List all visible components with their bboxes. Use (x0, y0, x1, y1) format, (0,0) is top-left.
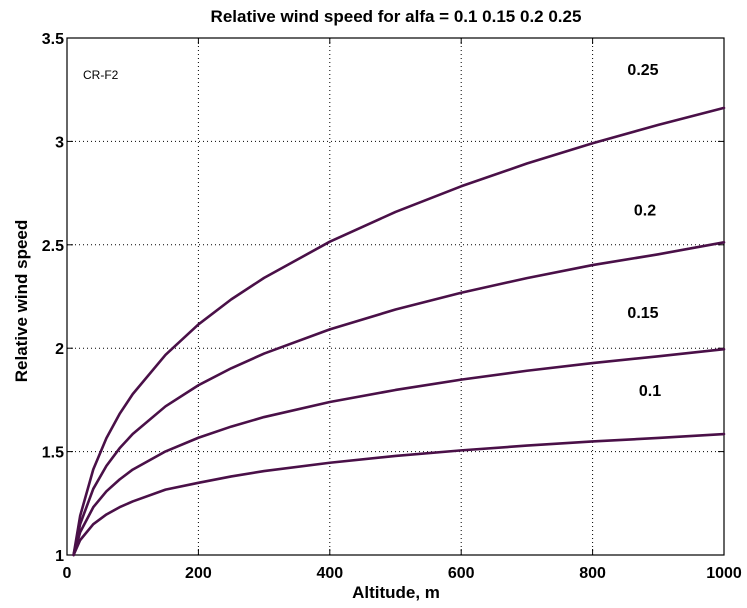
grid (67, 38, 724, 555)
y-axis-label: Relative wind speed (12, 220, 31, 383)
x-tick-label: 800 (579, 565, 606, 582)
series-label: 0.1 (639, 383, 661, 400)
series-lines (72, 106, 726, 557)
x-axis-label: Altitude, m (352, 583, 440, 602)
series-line (72, 241, 726, 557)
series-label: 0.25 (627, 62, 658, 79)
y-tick-label: 2 (55, 341, 64, 358)
y-tick-label: 3 (55, 134, 64, 151)
plot-frame (66, 37, 725, 556)
x-tick-label: 600 (448, 565, 475, 582)
series-label: 0.15 (627, 305, 658, 322)
y-tick-label: 1 (55, 548, 64, 565)
x-tick-label: 1000 (706, 565, 742, 582)
axes: 0 200 400 600 800 1000 1 1.5 2 2.5 3 3.5 (42, 31, 742, 582)
series-labels: 0.1 0.15 0.2 0.25 (627, 62, 661, 400)
x-tick-label: 400 (316, 565, 343, 582)
chart-title: Relative wind speed for alfa = 0.1 0.15 … (211, 7, 582, 26)
annotation-label: CR-F2 (83, 68, 119, 82)
series-line (72, 106, 726, 557)
x-tick-label: 0 (63, 565, 72, 582)
x-tick-label: 200 (185, 565, 212, 582)
y-tick-label: 3.5 (42, 31, 64, 48)
y-tick-label: 2.5 (42, 238, 64, 255)
series-label: 0.2 (634, 202, 656, 219)
series-line (72, 432, 726, 557)
series-line (72, 347, 726, 557)
y-tick-label: 1.5 (42, 445, 64, 462)
